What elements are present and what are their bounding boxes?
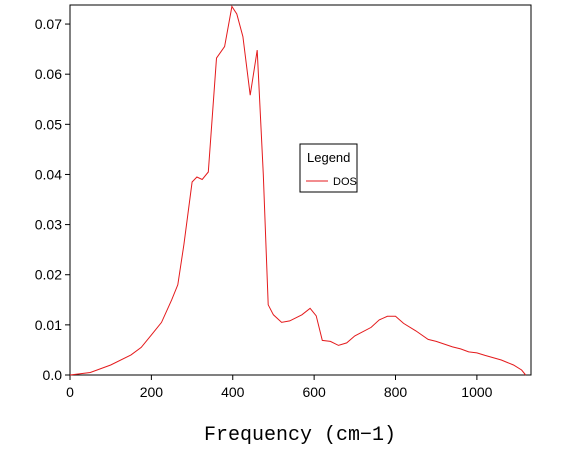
y-tick-label: 0.0 (43, 367, 63, 383)
x-tick-label: 1000 (461, 384, 492, 400)
y-tick-label: 0.03 (35, 217, 62, 233)
y-tick-label: 0.04 (35, 166, 62, 182)
y-tick-label: 0.02 (35, 267, 62, 283)
x-tick-label: 600 (302, 384, 326, 400)
y-tick-label: 0.07 (35, 16, 62, 32)
x-axis-label: Frequency (cm−1) (204, 424, 396, 447)
y-tick-label: 0.01 (35, 317, 62, 333)
x-tick-label: 200 (140, 384, 164, 400)
y-tick-label: 0.05 (35, 116, 62, 132)
plot-frame (69, 4, 532, 376)
legend-label: DOS (333, 176, 357, 188)
line (69, 5, 527, 376)
x-tick-label: 400 (221, 384, 245, 400)
legend-title: Legend (307, 150, 350, 165)
legend-box (299, 143, 358, 193)
y-tick-label: 0.06 (35, 66, 62, 82)
x-tick-label: 800 (384, 384, 408, 400)
x-tick-label: 0 (66, 384, 74, 400)
